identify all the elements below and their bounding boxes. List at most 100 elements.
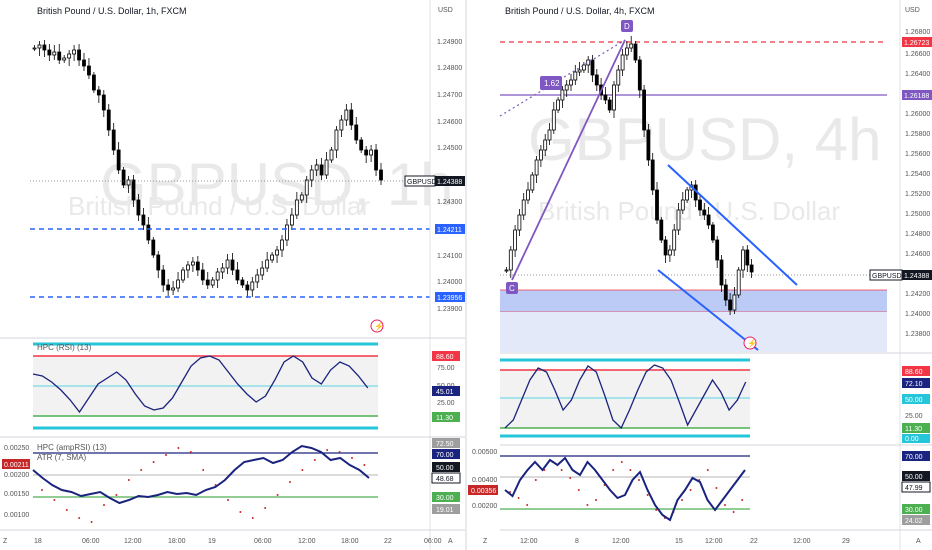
- right-candle: [655, 189, 659, 221]
- right-candle: [616, 69, 621, 86]
- right-candle: [741, 249, 745, 271]
- right-dot: [629, 469, 632, 471]
- right-candle: [517, 214, 522, 231]
- left-price-tick-3: 1.24600: [437, 119, 462, 126]
- left-dot: [301, 469, 304, 471]
- left-rsi-tick-75: 75.00: [437, 365, 455, 372]
- right-rsi-badge-6: 0.00: [905, 436, 919, 443]
- right-candle: [728, 299, 732, 311]
- right-dot: [715, 487, 718, 489]
- left-dot: [115, 494, 118, 496]
- left-dot: [177, 447, 180, 449]
- right-dot: [620, 461, 623, 463]
- left-lower-title-2: ATR (7, SMA): [37, 453, 87, 462]
- right-atr-badge-1: 70.00: [905, 454, 923, 461]
- left-dot: [78, 517, 81, 519]
- left-atr-current: 0.00211: [4, 462, 29, 469]
- right-candle: [504, 269, 509, 272]
- left-candle: [166, 284, 171, 291]
- right-candle: [637, 59, 642, 91]
- left-atr-ticks: 0.00250 0.00200 0.00150 0.00100: [4, 445, 29, 519]
- right-dot: [741, 499, 744, 501]
- right-candle: [629, 43, 634, 49]
- left-candle: [141, 214, 146, 226]
- right-corner-z[interactable]: Z: [483, 538, 488, 545]
- right-atr-ticks: 0.00500 0.00400 0.00200: [472, 449, 497, 510]
- right-channel-lower: [657, 269, 759, 351]
- right-atr-tick-1: 0.00500: [472, 449, 497, 456]
- right-candle: [698, 199, 702, 211]
- left-candle: [72, 49, 76, 55]
- left-corner-a[interactable]: A: [448, 538, 453, 545]
- left-rsi-badge-bg-2: [432, 386, 460, 396]
- right-price-tick-6: 1.25600: [905, 151, 930, 158]
- right-price-tick-13: 1.24000: [905, 311, 930, 318]
- right-price-tick-8: 1.25200: [905, 191, 930, 198]
- left-candle: [96, 89, 101, 96]
- left-candle: [136, 199, 141, 216]
- right-scale-label: USD: [905, 7, 920, 14]
- left-candle: [349, 109, 354, 126]
- right-price-tick-2: 1.26400: [905, 71, 930, 78]
- left-atr-badges: 72.50 70.00 50.00 48.68 30.00 19.01: [431, 438, 461, 514]
- right-point-d-badge: [621, 20, 633, 32]
- left-rsi-tick-25: 25.00: [437, 400, 455, 407]
- left-dot: [90, 521, 93, 523]
- left-dot: [165, 454, 167, 456]
- left-dot: [264, 507, 267, 509]
- right-corner-a[interactable]: A: [916, 538, 921, 545]
- left-candle: [285, 224, 289, 241]
- right-level-mid-badge: [902, 90, 932, 100]
- right-chart-title: British Pound / U.S. Dollar, 4h, FXCM: [505, 6, 655, 16]
- right-lightning-icon[interactable]: ⚡: [743, 336, 757, 350]
- right-channel-upper: [667, 164, 798, 286]
- right-candle: [706, 214, 711, 226]
- right-point-c-badge: [506, 282, 518, 294]
- left-price-tick-5: 1.24300: [437, 199, 462, 206]
- left-price-tick-8: 1.23900: [437, 306, 462, 313]
- left-candle: [304, 179, 309, 196]
- right-atr-line: [504, 456, 746, 522]
- left-dot: [65, 509, 68, 511]
- left-candle: [161, 269, 166, 286]
- lightning-icon[interactable]: ⚡: [370, 319, 384, 333]
- left-candle: [87, 65, 91, 76]
- left-time-tick-2: 12:00: [124, 538, 142, 545]
- left-candle: [324, 159, 329, 176]
- left-scale-label: USD: [438, 7, 453, 14]
- right-candle: [633, 43, 638, 61]
- right-price-tick-10: 1.24800: [905, 231, 930, 238]
- right-watermark: GBPUSD, 4h: [528, 106, 881, 173]
- right-candle: [663, 239, 668, 256]
- right-candle: [564, 84, 569, 91]
- left-candle: [77, 49, 81, 61]
- right-time-tick-1: 8: [575, 538, 579, 545]
- left-level-1-badge: [435, 224, 465, 234]
- left-lower-title-1: HPC (ampRSI) (13): [37, 443, 107, 452]
- left-candle: [260, 267, 265, 276]
- left-corner-z[interactable]: Z: [3, 538, 8, 545]
- right-candle: [560, 89, 565, 101]
- right-price-ticks: 1.268001.266001.264001.262001.260001.258…: [905, 29, 930, 338]
- right-time-ticks: 12:00 8 12:00 15 12:00 22 12:00 29: [520, 538, 850, 545]
- left-price-tick-2: 1.24700: [437, 92, 462, 99]
- right-zone-extension: [500, 312, 887, 352]
- left-atr-tick-4: 0.00100: [4, 512, 29, 519]
- left-candle: [205, 279, 210, 286]
- right-candle: [676, 209, 681, 231]
- left-dot: [239, 511, 242, 513]
- left-rsi-title: HPC (RSI) (13): [37, 343, 92, 352]
- right-ratio-badge: [540, 76, 562, 90]
- right-atr-badge-2: 50.00: [905, 474, 923, 481]
- right-dot: [689, 489, 692, 491]
- right-dot: [534, 479, 537, 481]
- right-candle: [539, 149, 543, 161]
- right-candle: [711, 224, 715, 241]
- left-time-tick-9: 06:00: [424, 538, 442, 545]
- right-candle: [702, 209, 707, 216]
- left-rsi-badge-1: 88.60: [436, 354, 454, 361]
- right-candle: [551, 109, 556, 131]
- left-candle: [42, 44, 47, 51]
- left-candle: [181, 269, 185, 281]
- left-price-tick-6: 1.24100: [437, 253, 462, 260]
